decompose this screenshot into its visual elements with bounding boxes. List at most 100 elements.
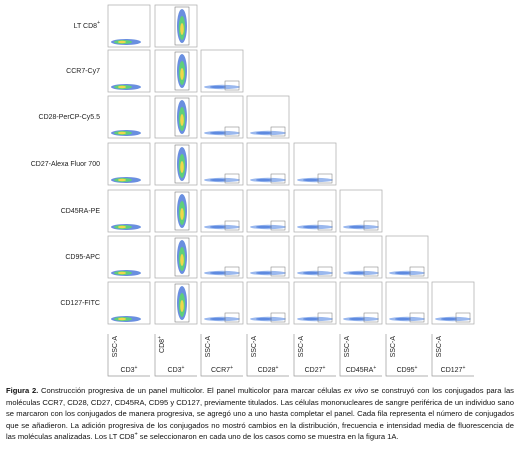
population [349,225,365,229]
x-axis-label-sup: + [135,365,138,371]
plot-frame [154,49,198,93]
caption-label: Figura 2. [6,386,39,395]
gate [224,126,240,137]
gate [317,220,333,231]
population [210,131,226,135]
caption-text: ex vivo [343,386,369,395]
population [256,271,272,275]
population [118,178,126,182]
gate [409,266,425,277]
plot-frame [293,189,337,233]
y-axis-label: CD8+ [157,336,166,353]
population [256,178,272,182]
population [395,271,411,275]
population [118,40,126,44]
row-label: CCR7-Cy7 [66,68,100,75]
population [210,317,226,321]
x-axis-label-sup: + [373,365,376,371]
population [180,254,184,266]
population [180,300,184,312]
axis-corner [431,334,474,377]
population [210,178,226,182]
row-label: CD45RA-PE [61,208,101,215]
population [349,317,365,321]
population [303,271,319,275]
gate [270,173,286,184]
gate [363,312,379,323]
x-axis-label: CD27+ [305,365,326,374]
y-axis-label-text: CD8 [159,339,166,353]
plot-frame [154,189,198,233]
row-label-text: CCR7-Cy7 [66,68,100,75]
y-axis-label: SSC-A [344,336,351,358]
population [256,225,272,229]
gate [270,266,286,277]
y-axis-label: SSC-A [298,336,305,358]
row-label-text: CD95-APC [65,254,100,261]
gate [317,173,333,184]
row-label-sup: + [97,20,100,26]
y-axis-label-sup: + [157,336,163,339]
plot-frame [154,281,198,325]
caption-text: se seleccionaron en cada uno de los caso… [137,432,399,442]
gate [409,312,425,323]
y-axis-label-text: SSC-A [205,336,212,358]
x-axis-label-sup: + [322,365,325,371]
gate [224,220,240,231]
gate [317,312,333,323]
row-label: CD127-FITC [60,300,100,307]
population [210,271,226,275]
x-axis-label-text: CD3 [121,367,135,374]
x-axis-label-sup: + [182,365,185,371]
gate [174,97,190,137]
population [180,161,184,173]
population [303,225,319,229]
gate [174,191,190,231]
x-axis-label-text: CD27 [305,367,323,374]
caption-text: + [134,431,138,438]
y-axis-label-text: SSC-A [112,336,119,358]
y-axis-label-text: SSC-A [251,336,258,358]
y-axis-label-text: SSC-A [298,336,305,358]
gate [270,312,286,323]
plot-frame [154,142,198,186]
row-label-text: CD127-FITC [60,300,100,307]
x-axis-label-text: CD45RA [346,367,374,374]
x-axis-label: CD45RA+ [346,365,377,374]
axis-corner [385,334,428,377]
caption-text: Construcción progresiva de un panel mult… [38,386,344,395]
gate [317,266,333,277]
axis-corner [339,334,382,377]
plot-frame [154,95,198,139]
population [180,68,184,80]
row-label-text: LT CD8 [74,23,98,30]
row-label: CD28-PerCP-Cy5.5 [39,114,101,121]
gate [174,6,190,46]
gate [174,237,190,277]
population [180,23,184,35]
plot-frame [154,235,198,279]
x-axis-label-text: CD3 [168,367,182,374]
gate [224,312,240,323]
x-axis-label: CD3+ [168,365,185,374]
row-label-text: CD28-PerCP-Cy5.5 [39,114,101,121]
row-label: LT CD8+ [74,20,100,30]
x-axis-label-sup: + [275,365,278,371]
population [118,271,126,275]
gate [455,312,471,323]
axis-corner [154,334,197,377]
y-axis-label: SSC-A [390,336,397,358]
gate [174,144,190,184]
x-axis-label-sup: + [462,365,465,371]
plot-frame [154,4,198,48]
axis-corner [293,334,336,377]
row-label-text: CD45RA-PE [61,208,101,215]
row-label: CD27-Alexa Fluor 700 [31,161,100,168]
population [303,317,319,321]
x-axis-label: CD127+ [441,365,466,374]
y-axis-label: SSC-A [205,336,212,358]
x-axis-label-sup: + [230,365,233,371]
population [118,131,126,135]
caption-text: se construyó con los conjugados para las… [6,386,514,442]
row-label-text: CD27-Alexa Fluor 700 [31,161,100,168]
